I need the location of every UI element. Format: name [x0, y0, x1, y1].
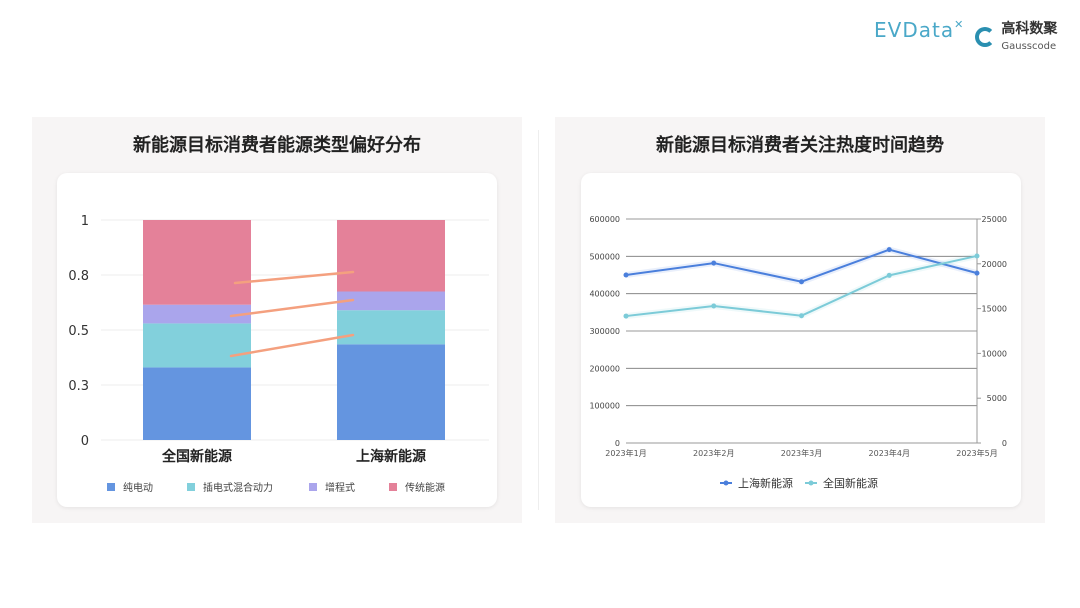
line-chart: 0 100000 200000 300000 400000 500000 600000 0 50… — [589, 215, 1007, 490]
y-left-tick-label: 0 — [615, 439, 620, 448]
legend-label: 全国新能源 — [823, 476, 878, 490]
bar-segment — [143, 304, 251, 324]
divider — [538, 130, 539, 510]
x-tick-label: 2023年2月 — [693, 448, 734, 458]
chart-title: 新能源目标消费者能源类型偏好分布 — [133, 135, 421, 156]
bar-segment — [143, 367, 251, 440]
data-point — [886, 272, 892, 278]
y-tick-label: 0.5 — [68, 324, 89, 339]
y-tick-label: 0.3 — [68, 379, 89, 394]
legend-label: 插电式混合动力 — [203, 481, 273, 494]
x-tick-label: 上海新能源 — [356, 448, 426, 465]
y-left-tick-label: 600000 — [589, 215, 620, 224]
y-tick-label: 1 — [81, 214, 89, 229]
bar-chart-card: 0 0.3 0.5 0.8 1 全国新能源 上海新能源纯电动 插电式混合动力 增程式 传统能源 — [57, 173, 497, 507]
data-point — [886, 247, 892, 253]
x-tick-label: 全国新能源 — [161, 448, 232, 465]
y-left-tick-label: 300000 — [589, 327, 620, 336]
legend-marker — [808, 480, 814, 486]
y-left-tick-label: 200000 — [589, 364, 620, 373]
right-panel: 新能源目标消费者关注热度时间趋势 0 100000 200000 300000 4000… — [555, 117, 1045, 523]
line-chart-card: 0 100000 200000 300000 400000 500000 600000 0 50… — [581, 173, 1021, 507]
annotation-line — [229, 333, 355, 358]
y-right-tick-label: 25000 — [982, 215, 1007, 224]
data-point — [799, 313, 804, 319]
y-right-tick-label: 0 — [1002, 439, 1007, 448]
annotation-line — [229, 298, 355, 318]
data-point — [623, 313, 629, 319]
left-panel: 新能源目标消费者能源类型偏好分布 0 0.3 0.5 0.8 1 全国新能源 上海新能源纯电… — [32, 117, 522, 523]
data-point — [974, 253, 980, 259]
bar-segment — [143, 220, 251, 305]
y-tick-label: 0.8 — [68, 269, 89, 284]
legend-label: 增程式 — [325, 481, 355, 494]
x-tick-label: 2023年3月 — [781, 448, 822, 458]
legend-label: 传统能源 — [405, 481, 445, 494]
bar-segment — [143, 323, 251, 368]
data-point — [974, 270, 980, 276]
data-point — [711, 260, 717, 266]
bar-segment — [337, 310, 445, 345]
y-right-tick-label: 20000 — [982, 260, 1007, 269]
legend-swatch — [107, 483, 115, 491]
legend-marker — [723, 480, 729, 486]
bar-segment — [337, 220, 445, 292]
evdata-logo: EVData✕ — [874, 18, 965, 42]
bar-segment — [337, 291, 445, 311]
data-point — [711, 303, 717, 309]
y-left-tick-label: 100000 — [589, 402, 620, 411]
data-point — [799, 279, 804, 285]
x-tick-label: 2023年1月 — [605, 448, 646, 458]
bar-segment — [337, 344, 445, 440]
x-tick-label: 2023年4月 — [869, 448, 910, 458]
y-right-tick-label: 15000 — [982, 305, 1007, 314]
gausscode-logo: 高科数聚 Gausscode — [975, 20, 1057, 53]
legend-swatch — [389, 483, 397, 491]
legend-label: 纯电动 — [123, 481, 153, 494]
x-tick-label: 2023年5月 — [956, 448, 997, 458]
y-tick-label: 0 — [81, 434, 89, 449]
annotation-line — [233, 270, 355, 285]
y-left-tick-label: 400000 — [589, 290, 620, 299]
y-left-tick-label: 500000 — [589, 252, 620, 261]
legend-swatch — [187, 483, 195, 491]
legend-label: 上海新能源 — [738, 476, 793, 490]
chart-title: 新能源目标消费者关注热度时间趋势 — [656, 135, 944, 156]
y-right-tick-label: 10000 — [982, 349, 1007, 358]
legend-swatch — [309, 483, 317, 491]
y-right-tick-label: 5000 — [987, 394, 1007, 403]
data-point — [623, 272, 629, 278]
